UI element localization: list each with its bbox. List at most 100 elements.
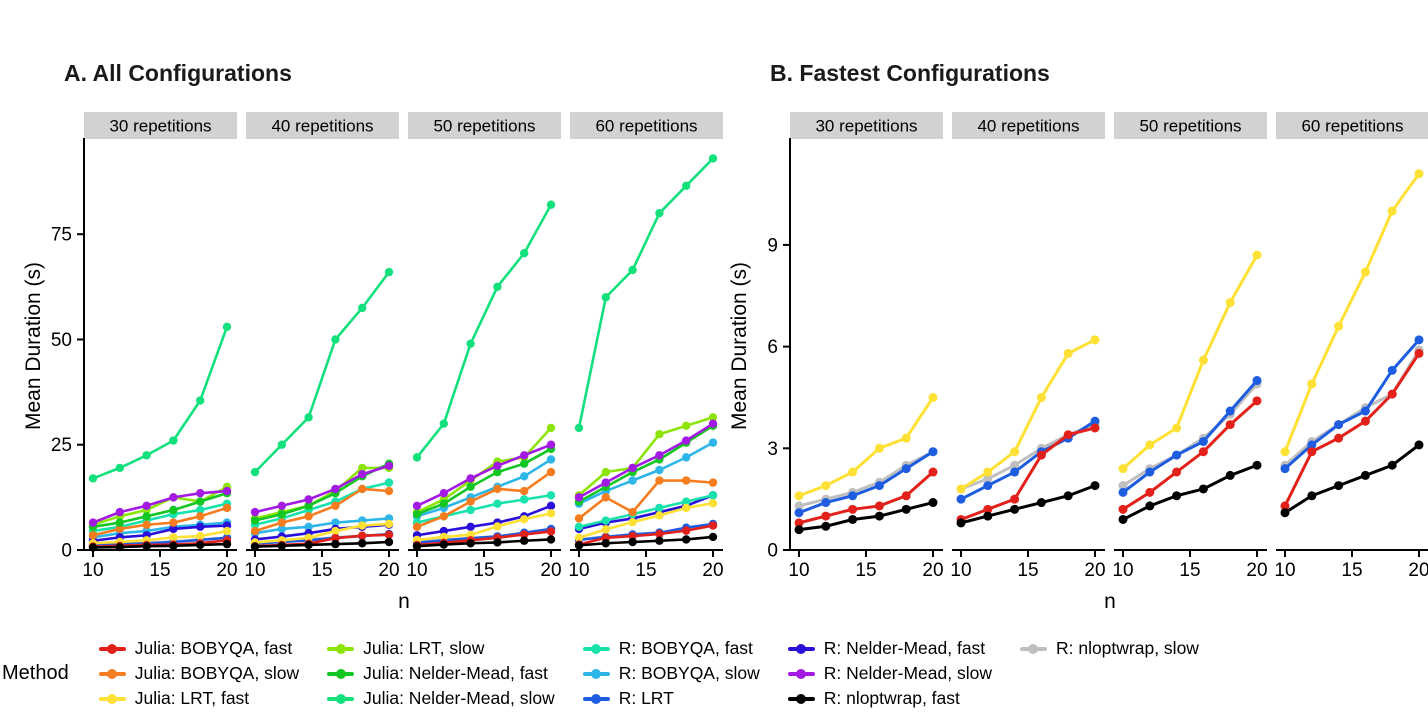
legend-title: Method: [2, 662, 69, 684]
data-point: [196, 522, 205, 532]
legend-item: R: LRT: [582, 686, 760, 711]
legend-key-icon: [327, 693, 355, 704]
data-point: [222, 322, 232, 332]
panel-all-configurations: A. All Configurations Mean Duration (s) …: [18, 56, 724, 614]
data-point: [1414, 169, 1424, 179]
data-point: [1118, 514, 1128, 524]
data-point: [493, 499, 502, 508]
y-tick-label: 0: [767, 541, 778, 562]
data-point: [1387, 460, 1397, 470]
data-point: [928, 498, 938, 508]
series-julia-bobyqa-fast: [1280, 348, 1424, 511]
series-line: [577, 535, 715, 547]
series-line: [253, 487, 391, 533]
data-point: [88, 543, 98, 552]
data-point: [1225, 406, 1235, 416]
data-point: [250, 507, 260, 517]
data-point: [655, 529, 664, 539]
x-tick-label: 20: [1246, 560, 1267, 581]
series-line: [797, 450, 935, 508]
series-r-lrt: [794, 447, 938, 518]
facet-strip-label: 30 repetitions: [815, 117, 917, 136]
series-line: [577, 416, 715, 497]
legend-item-label: Julia: LRT, slow: [363, 638, 485, 658]
series-line: [797, 450, 935, 515]
data-point: [682, 476, 691, 485]
series-line: [1283, 172, 1421, 454]
data-point: [331, 484, 340, 494]
data-point: [1145, 501, 1155, 511]
data-point: [794, 525, 804, 535]
series-line: [91, 536, 229, 547]
data-point: [115, 542, 125, 552]
data-point: [983, 474, 993, 484]
series-line: [1283, 348, 1421, 467]
data-point: [1118, 487, 1128, 497]
data-point: [601, 493, 610, 502]
series-line: [577, 524, 715, 546]
facet-strip: [1114, 112, 1267, 139]
series-julia-nelder-mead-slow: [574, 154, 718, 433]
data-point: [928, 447, 938, 457]
data-point: [439, 499, 448, 508]
series-r-lrt: [1118, 376, 1262, 497]
panel-b-x-axis-label: n: [1104, 590, 1116, 613]
data-point: [1010, 504, 1020, 514]
data-point: [546, 467, 556, 477]
legend-item: Julia: BOBYQA, fast: [98, 636, 299, 661]
x-tick-label: 15: [311, 560, 332, 581]
series-julia-nelder-mead-slow: [88, 322, 232, 483]
data-point: [601, 525, 610, 534]
legend-item: R: BOBYQA, fast: [582, 636, 760, 661]
data-point: [277, 524, 286, 534]
data-point: [304, 512, 313, 521]
data-point: [439, 512, 448, 521]
data-point: [546, 455, 556, 464]
legend-key-icon: [787, 693, 815, 704]
series-line: [797, 395, 935, 498]
data-point: [601, 478, 610, 487]
data-point: [655, 536, 664, 545]
x-tick-label: 15: [473, 560, 494, 581]
facet-strip-label: 50 repetitions: [1139, 117, 1241, 136]
data-point: [384, 537, 394, 547]
legend-column: Julia: LRT, slow Julia: Nelder-Mead, fast…: [327, 636, 555, 711]
data-point: [546, 440, 556, 449]
facet-strip-label: 30 repetitions: [109, 117, 211, 136]
series-line: [1121, 399, 1259, 511]
data-point: [983, 467, 993, 477]
data-point: [1036, 450, 1046, 460]
series-line: [577, 157, 715, 430]
series-line: [91, 524, 229, 543]
series-line: [577, 501, 715, 540]
data-point: [1010, 447, 1020, 457]
x-tick-label: 10: [1112, 560, 1133, 581]
legend-column: Julia: BOBYQA, fast Julia: BOBYQA, slow Ju…: [98, 636, 299, 711]
data-point: [708, 154, 718, 163]
data-point: [983, 511, 993, 521]
data-point: [277, 510, 286, 519]
data-point: [821, 521, 831, 531]
x-tick-label: 10: [788, 560, 809, 581]
data-point: [142, 542, 151, 551]
data-point: [601, 293, 610, 302]
legend-item-label: R: LRT: [618, 688, 674, 708]
panel-a-x-axis-label: n: [398, 590, 410, 613]
legend-item-label: R: BOBYQA, slow: [618, 663, 760, 683]
data-point: [412, 522, 422, 532]
legend-item: R: nloptwrap, slow: [1019, 636, 1199, 661]
data-point: [682, 526, 691, 535]
data-point: [196, 505, 205, 515]
data-point: [412, 510, 422, 519]
data-point: [901, 491, 911, 501]
y-tick-label: 3: [767, 439, 778, 460]
data-point: [1036, 498, 1046, 508]
data-point: [1145, 440, 1155, 450]
data-point: [1334, 433, 1344, 443]
legend-key-icon: [787, 643, 815, 654]
data-point: [277, 518, 286, 527]
data-point: [196, 488, 205, 498]
data-point: [546, 509, 556, 518]
legend-key-icon: [98, 643, 126, 654]
data-point: [520, 536, 529, 545]
